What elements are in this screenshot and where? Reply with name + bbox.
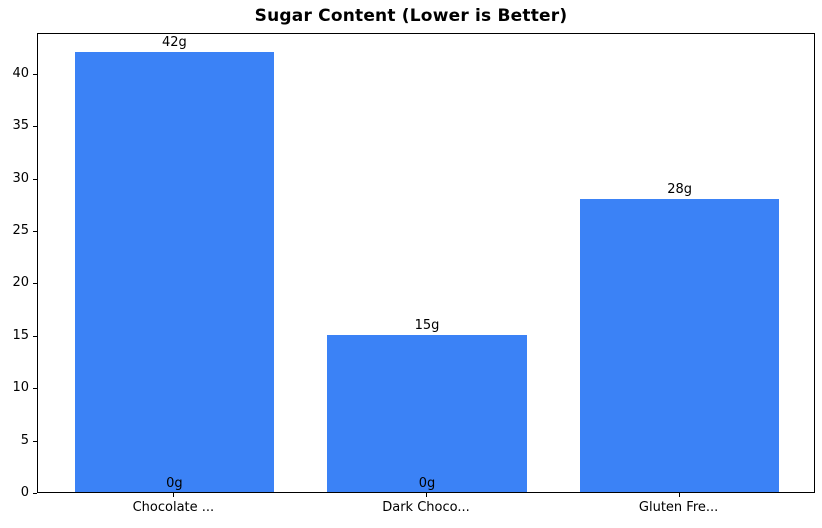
chart-title: Sugar Content (Lower is Better)	[254, 6, 568, 26]
y-axis-tick	[33, 126, 37, 127]
y-axis-label: 0	[20, 485, 29, 500]
bar	[579, 198, 780, 492]
y-axis-label: 30	[12, 170, 29, 186]
y-axis-tick	[33, 283, 37, 284]
bar-value-label: 28g	[667, 181, 692, 197]
x-axis-label: Dark Choco...	[382, 500, 470, 515]
y-axis-tick	[33, 336, 37, 337]
y-axis-tick	[33, 231, 37, 232]
bar-value-label: 42g	[161, 34, 187, 50]
y-axis-tick	[33, 74, 37, 75]
y-axis-label: 10	[12, 380, 29, 396]
bar	[74, 51, 275, 492]
y-axis-tick	[33, 493, 37, 494]
bar-zero-label: 0g	[418, 476, 436, 491]
x-axis-tick	[678, 493, 680, 497]
y-axis-label: 20	[12, 275, 29, 291]
y-axis-label: 15	[12, 327, 29, 343]
y-axis-tick	[33, 388, 37, 389]
y-axis-label: 35	[12, 118, 29, 134]
x-axis-tick	[426, 493, 427, 497]
y-axis-tick	[33, 179, 37, 180]
bar-value-label: 15g	[414, 317, 440, 333]
x-axis-label: Chocolate ...	[132, 500, 215, 515]
y-axis-label: 40	[12, 65, 29, 81]
x-axis-tick	[173, 493, 175, 497]
bar-zero-label: 0g	[166, 476, 183, 491]
y-axis-tick	[33, 441, 37, 442]
bar	[327, 334, 527, 492]
x-axis-label: Gluten Fre...	[638, 500, 719, 515]
y-axis-label: 5	[20, 432, 29, 448]
y-axis-label: 25	[12, 223, 29, 239]
plot-area: 42g 0g 15g 0g 28g	[37, 33, 815, 493]
